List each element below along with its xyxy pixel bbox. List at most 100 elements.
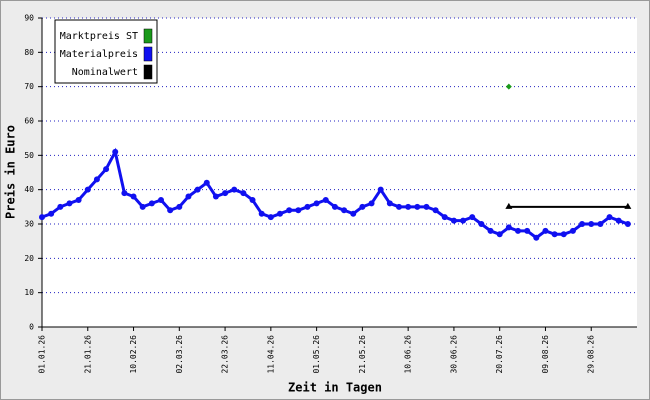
marker (487, 227, 494, 234)
x-tick-label: 30.06.26 (449, 335, 458, 374)
marker (469, 214, 476, 221)
marker (368, 200, 375, 207)
y-tick-label: 20 (24, 254, 34, 263)
marker (322, 196, 329, 203)
marker (103, 166, 110, 173)
marker (258, 210, 265, 217)
marker (240, 190, 247, 197)
marker (313, 200, 320, 207)
marker (167, 207, 174, 214)
marker (505, 83, 512, 90)
x-tick-label: 20.07.26 (495, 335, 504, 374)
legend-label: Materialpreis (60, 49, 138, 60)
marker (478, 221, 485, 227)
end-marker (624, 202, 632, 209)
marker (295, 207, 302, 214)
marker (432, 207, 439, 214)
marker (121, 190, 128, 197)
marker (148, 200, 155, 207)
marker (222, 190, 229, 197)
marker (624, 221, 631, 227)
marker (551, 231, 558, 238)
y-axis-label: Preis in Euro (4, 125, 18, 219)
legend-label: Nominalwert (72, 67, 138, 78)
legend-swatch (143, 28, 153, 44)
marker (158, 196, 164, 203)
y-tick-label: 50 (24, 151, 34, 160)
x-tick-label: 02.03.26 (175, 335, 184, 374)
marker (386, 200, 393, 207)
marker (249, 196, 256, 203)
y-tick-label: 30 (24, 220, 34, 229)
x-tick-label: 21.01.26 (83, 335, 92, 374)
end-marker (505, 202, 513, 209)
marker (231, 186, 238, 193)
marker (505, 224, 512, 231)
y-tick-label: 80 (24, 48, 34, 57)
legend-swatch (143, 64, 153, 80)
marker (130, 193, 137, 200)
marker (588, 221, 595, 227)
legend-box (54, 19, 158, 84)
marker (267, 214, 274, 221)
marker (286, 207, 293, 214)
y-tick-label: 0 (29, 323, 34, 332)
marker (450, 217, 457, 224)
x-tick-label: 22.03.26 (221, 335, 230, 374)
legend-swatch (143, 46, 153, 62)
marker (350, 210, 357, 217)
marker (39, 214, 45, 221)
marker (533, 234, 540, 241)
marker (57, 203, 64, 210)
marker (341, 207, 348, 214)
marker (460, 217, 467, 224)
marker (185, 193, 192, 200)
x-tick-label: 11.04.26 (266, 335, 275, 374)
marker (377, 186, 384, 193)
marker (423, 203, 430, 210)
marker (277, 210, 283, 217)
marker (203, 179, 210, 186)
marker (176, 203, 183, 210)
x-tick-label: 01.05.26 (312, 335, 321, 374)
marker (597, 221, 604, 227)
legend-label: Marktpreis ST (60, 31, 138, 42)
marker (304, 203, 311, 210)
y-tick-label: 70 (24, 82, 34, 91)
marker (331, 203, 338, 210)
marker (560, 231, 567, 238)
marker (524, 227, 531, 234)
y-tick-label: 40 (24, 185, 34, 194)
marker (112, 148, 119, 155)
y-tick-label: 60 (24, 117, 34, 126)
marker (75, 196, 82, 203)
x-tick-label: 29.08.26 (587, 335, 596, 374)
marker (414, 203, 421, 210)
marker (579, 221, 586, 227)
marker (396, 203, 402, 210)
x-tick-label: 10.02.26 (129, 335, 138, 374)
marker (359, 203, 366, 210)
marker (93, 176, 100, 183)
y-tick-label: 90 (24, 14, 34, 23)
marker (212, 193, 219, 200)
marker (496, 231, 503, 238)
marker (48, 210, 55, 217)
marker (66, 200, 73, 207)
x-tick-label: 09.08.26 (541, 335, 550, 374)
x-axis-label: Zeit in Tagen (288, 381, 382, 395)
x-tick-label: 10.06.26 (404, 335, 413, 374)
y-tick-label: 10 (24, 288, 34, 297)
marker (194, 186, 201, 193)
marker (441, 214, 448, 221)
marker (606, 214, 613, 221)
marker (405, 203, 412, 210)
x-tick-label: 21.05.26 (358, 335, 367, 374)
marker (515, 227, 521, 234)
x-tick-label: 01.01.26 (38, 335, 47, 374)
marker (84, 186, 91, 193)
marker (542, 227, 549, 234)
marker (569, 227, 576, 234)
marker (615, 217, 622, 224)
